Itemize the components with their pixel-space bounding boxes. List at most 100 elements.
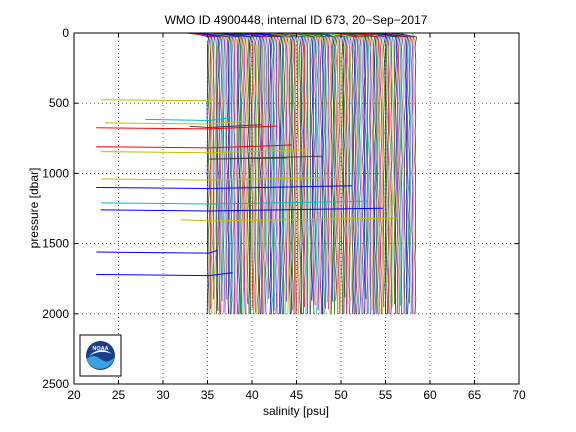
profile-line bbox=[268, 33, 291, 315]
profile-line bbox=[328, 33, 349, 315]
y-axis-label: pressure [dbar] bbox=[27, 168, 41, 249]
profile-line bbox=[397, 33, 404, 315]
profile-line bbox=[314, 33, 317, 306]
profile-line bbox=[367, 33, 376, 315]
profile-line bbox=[347, 33, 380, 315]
profile-line bbox=[238, 33, 243, 315]
profile-line bbox=[362, 33, 374, 310]
y-tick-label: 2500 bbox=[42, 377, 69, 391]
profile-line bbox=[348, 33, 358, 315]
profile-line bbox=[389, 33, 415, 315]
profile-line bbox=[331, 33, 341, 315]
spike-line bbox=[100, 97, 217, 102]
profile-line bbox=[282, 33, 286, 315]
spike-line bbox=[145, 117, 232, 121]
profile-line bbox=[247, 33, 273, 315]
profile-line bbox=[249, 33, 255, 308]
profile-line bbox=[323, 33, 353, 301]
profile-line bbox=[230, 33, 262, 315]
profile-line bbox=[226, 33, 246, 315]
profile-line bbox=[210, 33, 240, 315]
profile-line bbox=[363, 33, 367, 315]
profile-line bbox=[374, 33, 398, 315]
profile-line bbox=[214, 33, 228, 315]
profile-line bbox=[294, 33, 307, 308]
profile-line bbox=[267, 33, 289, 302]
profile-line bbox=[341, 33, 347, 298]
profile-line bbox=[337, 33, 355, 315]
noaa-logo: NOAA bbox=[79, 334, 122, 377]
profile-line bbox=[307, 33, 319, 315]
profile-line bbox=[203, 33, 235, 315]
spike-line bbox=[100, 207, 383, 212]
profile-line bbox=[377, 33, 386, 308]
profile-line bbox=[375, 33, 407, 315]
profile-line bbox=[374, 33, 383, 315]
profile-line bbox=[332, 33, 359, 315]
profile-line bbox=[318, 33, 325, 314]
x-tick-label: 35 bbox=[201, 388, 215, 402]
profile-line bbox=[216, 33, 237, 315]
profile-line bbox=[331, 33, 338, 301]
profile-line bbox=[300, 33, 313, 315]
profile-line bbox=[338, 33, 346, 315]
logo-bird bbox=[89, 349, 112, 356]
chart-title: WMO ID 4900448, internal ID 673, 20−Sep−… bbox=[165, 13, 428, 27]
profile-line bbox=[228, 33, 238, 315]
y-tick-label: 1000 bbox=[42, 166, 69, 180]
profile-line bbox=[204, 33, 229, 300]
profile-line bbox=[321, 33, 328, 309]
profile-line bbox=[247, 33, 258, 313]
profile-line bbox=[326, 33, 332, 315]
profile-line bbox=[260, 33, 276, 315]
profile-line bbox=[378, 33, 400, 315]
profile-line bbox=[324, 33, 344, 315]
profile-line bbox=[237, 33, 268, 315]
profile-line bbox=[316, 33, 334, 315]
profile-line bbox=[319, 33, 335, 303]
profile-line bbox=[288, 33, 300, 315]
profile-line bbox=[231, 33, 247, 315]
profile-line bbox=[197, 33, 231, 315]
logo-wave bbox=[86, 356, 115, 369]
spike-line bbox=[96, 249, 218, 254]
profile-line bbox=[365, 33, 392, 315]
profile-line bbox=[335, 33, 365, 315]
profile-line bbox=[203, 33, 234, 315]
profile-line bbox=[219, 33, 241, 315]
spike-line bbox=[96, 125, 277, 130]
y-tick-label: 500 bbox=[49, 96, 69, 110]
profile-line bbox=[234, 33, 261, 315]
profile-line bbox=[293, 33, 310, 315]
profile-line bbox=[255, 33, 270, 304]
profile-line bbox=[300, 33, 323, 315]
x-tick-label: 70 bbox=[512, 388, 526, 402]
profile-line bbox=[207, 33, 232, 315]
profile-line bbox=[378, 33, 412, 304]
spike-line bbox=[100, 200, 368, 205]
profile-line bbox=[219, 33, 250, 304]
profile-line bbox=[273, 33, 301, 315]
profile-line bbox=[365, 33, 397, 305]
y-tick-label: 0 bbox=[62, 26, 69, 40]
y-axis-ticks: 0 500 1000 1500 2000 2500 bbox=[42, 26, 519, 391]
profile-line bbox=[288, 33, 314, 301]
y-tick-label: 2000 bbox=[42, 307, 69, 321]
profile-line bbox=[336, 33, 364, 315]
spike-line bbox=[180, 217, 398, 222]
salinity-profiles bbox=[184, 33, 418, 315]
profile-line bbox=[273, 33, 303, 315]
profile-line bbox=[264, 33, 285, 315]
spike-line bbox=[100, 149, 308, 154]
x-tick-label: 20 bbox=[67, 388, 81, 402]
profile-line bbox=[379, 33, 395, 308]
spike-line bbox=[209, 155, 323, 160]
profile-line bbox=[241, 33, 264, 315]
profile-line bbox=[330, 33, 340, 315]
profile-line bbox=[411, 33, 416, 315]
profile-line bbox=[250, 33, 283, 315]
x-tick-label: 65 bbox=[468, 388, 482, 402]
profile-line bbox=[285, 33, 294, 315]
profile-line bbox=[190, 33, 211, 315]
